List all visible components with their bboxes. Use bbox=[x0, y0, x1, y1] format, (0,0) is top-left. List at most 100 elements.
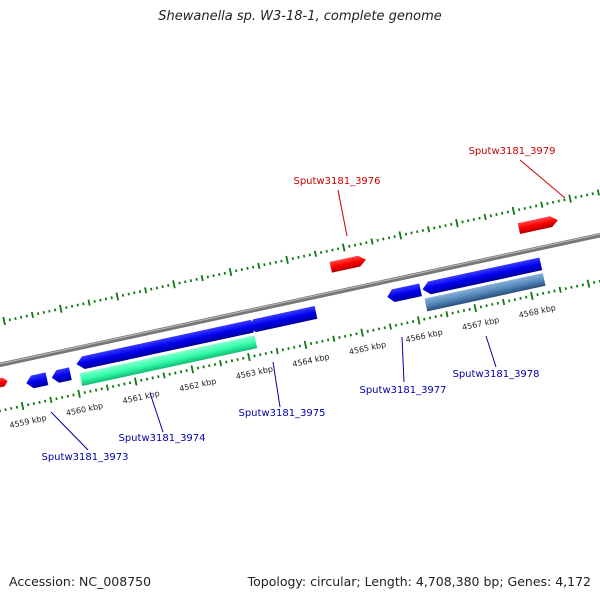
tick-mark bbox=[155, 286, 159, 290]
tick-mark bbox=[468, 307, 471, 311]
tick-mark bbox=[398, 231, 403, 240]
tick-mark bbox=[10, 407, 13, 410]
tick-mark bbox=[184, 280, 187, 284]
tick-mark bbox=[359, 242, 362, 246]
tick-mark bbox=[25, 314, 28, 318]
gene-sputw3181-3974[interactable] bbox=[79, 335, 258, 386]
tick-mark bbox=[236, 358, 239, 361]
tick-mark bbox=[326, 338, 330, 342]
map-title: Shewanella sp. W3-18-1, complete genome bbox=[158, 9, 442, 24]
gene-label-3978[interactable]: Sputw3181_3978 bbox=[452, 369, 539, 380]
tick-mark bbox=[325, 249, 328, 253]
tick-mark bbox=[525, 295, 528, 299]
gene-left-small-2[interactable] bbox=[50, 367, 72, 384]
gene-label-3979[interactable]: Sputw3181_3979 bbox=[468, 146, 555, 157]
tick-mark bbox=[506, 210, 509, 214]
tick-mark bbox=[451, 311, 454, 315]
gene-label-3974[interactable]: Sputw3181_3974 bbox=[118, 433, 205, 444]
tick-mark bbox=[348, 244, 351, 248]
gene-sputw3181-3978[interactable] bbox=[424, 273, 546, 312]
topology-summary: Topology: circular; Length: 4,708,380 bp… bbox=[247, 574, 591, 589]
tick-mark bbox=[161, 285, 164, 289]
label-leaders bbox=[50, 159, 566, 451]
tick-mark bbox=[534, 204, 538, 208]
tick-mark bbox=[157, 375, 160, 379]
gene-label-3977[interactable]: Sputw3181_3977 bbox=[359, 385, 446, 396]
gene-sputw3181-3977-long[interactable] bbox=[421, 257, 543, 295]
tick-mark bbox=[270, 350, 273, 354]
tick-mark bbox=[94, 388, 98, 392]
tick-mark bbox=[574, 195, 577, 199]
tick-mark bbox=[87, 299, 91, 306]
tick-mark bbox=[462, 309, 466, 313]
tick-mark bbox=[145, 377, 149, 381]
tick-mark bbox=[308, 253, 311, 257]
tick-mark bbox=[502, 298, 506, 306]
tick-mark bbox=[235, 269, 238, 273]
tick-mark bbox=[190, 365, 195, 374]
gene-sputw3181-3977[interactable] bbox=[386, 283, 422, 303]
gene-sputw3181-3979[interactable] bbox=[517, 215, 559, 235]
gene-left-edge-forward[interactable] bbox=[0, 377, 8, 388]
tick-mark bbox=[495, 213, 498, 217]
tick-mark bbox=[208, 364, 211, 368]
tick-mark bbox=[445, 311, 449, 318]
tick-mark bbox=[53, 308, 57, 312]
tick-mark bbox=[343, 334, 347, 338]
tick-mark bbox=[257, 262, 261, 270]
tick-mark bbox=[513, 298, 517, 302]
tick-mark bbox=[321, 339, 324, 343]
tick-mark bbox=[376, 238, 379, 242]
tick-mark bbox=[336, 247, 340, 251]
gene-sputw3181-3976[interactable] bbox=[329, 254, 368, 273]
tick-mark bbox=[372, 328, 375, 332]
tick-mark bbox=[140, 378, 143, 382]
tick-mark bbox=[36, 312, 40, 316]
tick-mark bbox=[89, 389, 92, 393]
kbp-label: 4568 kbp bbox=[518, 303, 557, 320]
tick-mark bbox=[355, 332, 358, 336]
gene-label-3973[interactable]: Sputw3181_3973 bbox=[41, 452, 128, 463]
tick-mark bbox=[365, 241, 368, 245]
tick-mark bbox=[162, 372, 166, 379]
tick-mark bbox=[2, 316, 6, 326]
tick-mark bbox=[433, 226, 436, 230]
tick-mark bbox=[400, 322, 403, 326]
tick-mark bbox=[585, 193, 589, 197]
tick-mark bbox=[115, 292, 120, 301]
gene-sputw3181-3975[interactable] bbox=[247, 306, 318, 333]
gene-sputw3181-3973[interactable] bbox=[25, 372, 49, 389]
tick-mark bbox=[15, 405, 19, 409]
tick-mark bbox=[151, 376, 154, 380]
tick-mark bbox=[225, 360, 228, 364]
tick-mark bbox=[438, 225, 442, 229]
tick-mark bbox=[178, 281, 181, 285]
tick-mark bbox=[123, 382, 126, 386]
tick-mark bbox=[82, 302, 85, 306]
tick-mark bbox=[110, 296, 113, 300]
reverse-strand-ticks bbox=[0, 279, 600, 413]
tick-mark bbox=[410, 231, 413, 235]
tick-mark bbox=[394, 323, 398, 327]
tick-mark bbox=[293, 345, 296, 349]
tick-mark bbox=[223, 271, 227, 275]
tick-mark bbox=[134, 377, 138, 386]
tick-mark bbox=[252, 265, 255, 269]
tick-mark bbox=[434, 315, 437, 319]
tick-mark bbox=[44, 399, 47, 403]
tick-mark bbox=[297, 255, 300, 259]
gene-label-3976[interactable]: Sputw3181_3976 bbox=[293, 176, 380, 187]
tick-mark bbox=[428, 316, 432, 320]
tick-mark bbox=[406, 321, 409, 325]
gene-sputw3181-3974-blue[interactable] bbox=[75, 319, 254, 371]
tick-mark bbox=[353, 243, 357, 247]
tick-mark bbox=[558, 286, 562, 293]
tick-mark bbox=[212, 274, 215, 278]
gene-label-3975[interactable]: Sputw3181_3975 bbox=[238, 408, 325, 419]
tick-mark bbox=[563, 198, 566, 202]
kbp-label: 4564 kbp bbox=[292, 352, 331, 369]
tick-mark bbox=[478, 216, 481, 220]
tick-mark bbox=[596, 189, 600, 196]
tick-mark bbox=[66, 394, 69, 398]
tick-mark bbox=[591, 192, 594, 196]
